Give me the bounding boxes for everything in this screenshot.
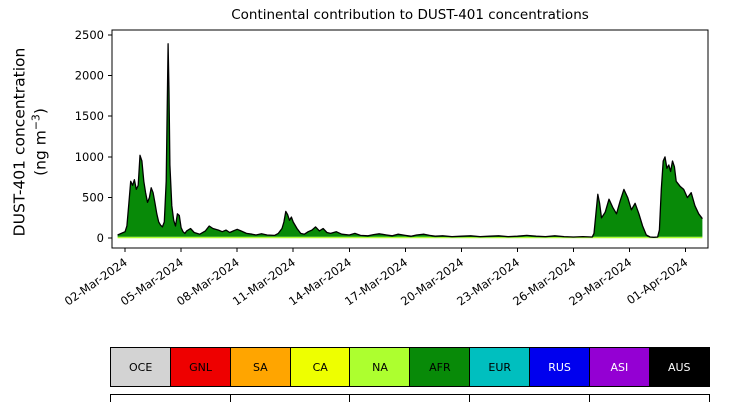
legend-label-RUS: RUS [548,360,571,374]
legend-item-CA: CA [289,347,351,387]
y-tick-label: 1500 [75,109,104,123]
legend-row2-cell [110,394,232,402]
y-tick-label: 500 [82,191,104,205]
legend-item-EUR: EUR [469,347,531,387]
plot-area: 0500100015002000250002-Mar-202405-Mar-20… [62,28,709,308]
legend-label-NA: NA [372,360,388,374]
legend-item-AUS: AUS [648,347,710,387]
legend-label-SA: SA [253,360,268,374]
legend-item-GNL: GNL [169,347,232,387]
y-tick-label: 2500 [75,28,104,42]
legend-label-OCE: OCE [129,360,153,374]
legend-label-EUR: EUR [488,360,512,374]
legend-item-NA: NA [349,347,411,387]
legend-label-AFR: AFR [429,360,451,374]
legend-second-row-partial [110,394,711,402]
legend-label-CA: CA [312,360,328,374]
x-tick-label: 01-Apr-2024 [624,255,690,307]
legend-item-SA: SA [229,347,292,387]
continent-legend: OCE GNL SA CA NA AFR EUR RUS ASI AUS [110,347,710,387]
legend-row2-cell [349,394,471,402]
legend-item-OCE: OCE [110,347,172,387]
y-tick-label: 2000 [75,69,104,83]
legend-item-AFR: AFR [409,347,471,387]
legend-label-GNL: GNL [189,360,212,374]
legend-row2-cell [588,394,711,402]
total-concentration-line [117,43,703,238]
area-series-AFR [117,43,703,238]
chart-title: Continental contribution to DUST-401 con… [231,7,589,23]
y-tick-label: 0 [97,231,104,245]
legend-row2-cell [229,394,351,402]
axes-frame [111,29,709,249]
legend-item-RUS: RUS [528,347,591,387]
legend-item-ASI: ASI [588,347,651,387]
legend-label-ASI: ASI [610,360,629,374]
legend-label-AUS: AUS [667,360,691,374]
x-tick-label: 29-Mar-2024 [566,255,634,308]
y-tick-label: 1000 [75,150,104,164]
legend-row2-cell [469,394,591,402]
area-series-NA [117,236,703,239]
